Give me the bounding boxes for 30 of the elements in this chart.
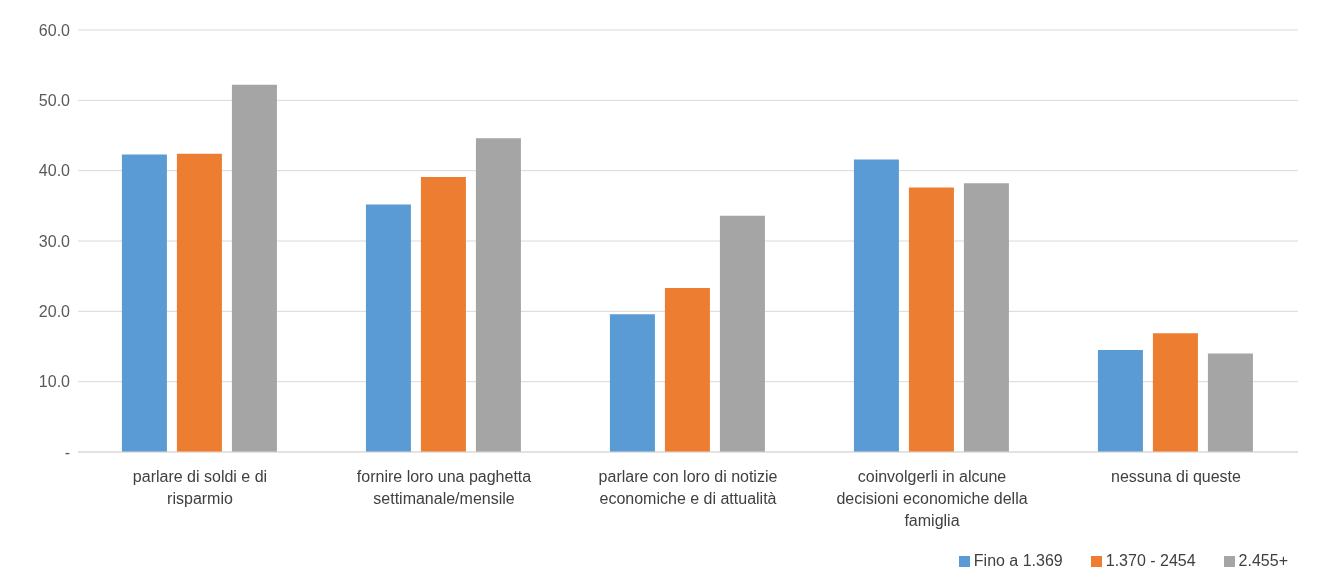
x-tick-label: coinvolgerli in alcune decisioni economiche della famiglia [836,468,1028,529]
y-tick-label: 20.0 [38,303,71,321]
bar [609,314,655,452]
bar [664,288,710,452]
bar [963,183,1009,452]
bar [1097,350,1143,452]
bar [719,215,765,452]
bar [853,159,899,452]
bar [1152,333,1198,452]
y-tick-label: - [64,443,70,461]
y-tick-label: 30.0 [38,232,71,250]
bar [1207,353,1253,452]
x-tick-label: parlare con loro di notizie economiche e di attualità [598,468,778,507]
y-tick-label: 40.0 [38,162,71,180]
x-tick-label: parlare di soldi e di risparmio [132,468,268,507]
legend-label: 1.370 - 2454 [1104,552,1196,570]
x-tick-label: nessuna di queste [1111,468,1242,485]
bar [121,154,167,452]
bar [176,153,222,452]
x-tick-label: fornire loro una paghetta settimanale/mensile [356,468,532,507]
y-tick-label: 60.0 [38,21,71,39]
legend-label: 2.455+ [1237,552,1288,570]
bar [475,138,521,452]
y-tick-label: 50.0 [38,92,71,110]
y-tick-label: 10.0 [38,373,71,391]
bar [908,187,954,452]
bar [231,84,277,452]
bar [365,204,411,452]
legend-label: Fino a 1.369 [972,552,1063,570]
bar [420,177,466,452]
